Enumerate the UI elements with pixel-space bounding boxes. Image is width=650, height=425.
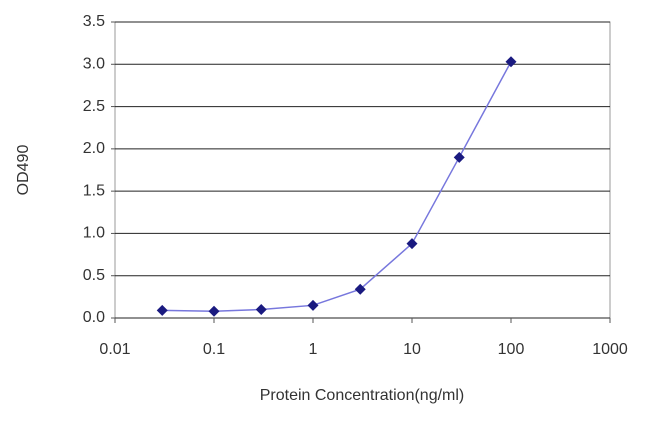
y-tick-label: 1.0 bbox=[83, 225, 105, 242]
series-line bbox=[162, 61, 512, 312]
x-tick-label: 1 bbox=[309, 341, 318, 358]
data-point bbox=[156, 304, 168, 316]
x-tick-label: 1000 bbox=[592, 341, 628, 358]
data-point bbox=[307, 299, 319, 311]
y-axis-label: OD490 bbox=[15, 145, 32, 196]
data-point bbox=[406, 238, 418, 250]
x-tick-label: 0.01 bbox=[99, 341, 130, 358]
x-tick-label: 10 bbox=[403, 341, 421, 358]
y-tick-label: 3.5 bbox=[83, 13, 105, 30]
y-tick-label: 2.5 bbox=[83, 98, 105, 115]
x-tick-label: 0.1 bbox=[203, 341, 225, 358]
y-tick-label: 0.0 bbox=[83, 309, 105, 326]
y-tick-label: 2.0 bbox=[83, 140, 105, 157]
data-point bbox=[354, 283, 366, 295]
plot-area bbox=[114, 21, 611, 319]
y-tick-label: 3.0 bbox=[83, 56, 105, 73]
x-axis-label: Protein Concentration(ng/ml) bbox=[260, 387, 465, 404]
data-point bbox=[453, 151, 465, 163]
data-point bbox=[505, 56, 517, 68]
y-tick-label: 1.5 bbox=[83, 182, 105, 199]
data-point bbox=[208, 305, 220, 317]
data-point bbox=[255, 304, 267, 316]
y-tick-label: 0.5 bbox=[83, 267, 105, 284]
x-tick-label: 100 bbox=[498, 341, 525, 358]
